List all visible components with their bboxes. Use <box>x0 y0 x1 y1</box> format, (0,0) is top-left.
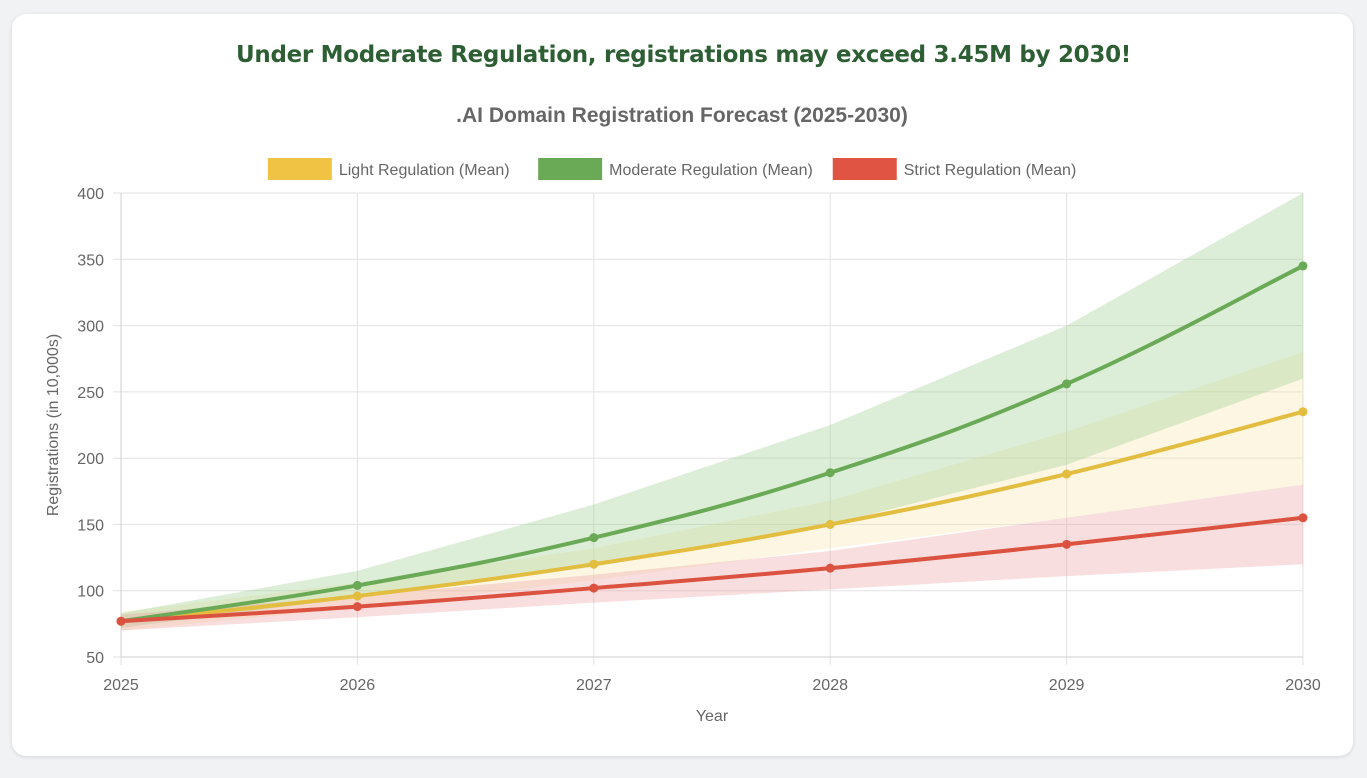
headline: Under Moderate Regulation, registrations… <box>236 42 1131 68</box>
data-point <box>1062 539 1072 549</box>
series-lines <box>119 263 1305 624</box>
x-tick-label: 2027 <box>576 677 612 694</box>
legend-swatch <box>832 158 897 180</box>
data-point <box>825 563 835 573</box>
legend: Light Regulation (Mean) Moderate Regulati… <box>267 158 1077 180</box>
data-point <box>589 559 599 569</box>
data-point <box>1298 407 1308 417</box>
data-point <box>825 519 835 529</box>
data-point <box>1062 379 1072 389</box>
y-tick-label: 200 <box>77 451 104 468</box>
data-point <box>825 468 835 478</box>
x-tick-label: 2030 <box>1285 677 1321 694</box>
confidence-bands <box>121 193 1303 631</box>
x-tick-label: 2028 <box>812 677 848 694</box>
y-axis-ticks: 50 100 150 200 250 300 350 400 <box>77 186 104 667</box>
y-axis-label: Registrations (in 10,000s) <box>45 334 62 516</box>
y-tick-label: 50 <box>86 650 104 667</box>
x-axis-label: Year <box>696 708 729 725</box>
chart-card <box>12 14 1353 756</box>
legend-label: Light Regulation (Mean) <box>339 162 510 179</box>
confidence-band <box>121 484 1303 631</box>
data-point <box>589 533 599 543</box>
y-tick-label: 350 <box>77 252 104 269</box>
y-tick-label: 400 <box>77 186 104 203</box>
y-tick-label: 150 <box>77 517 104 534</box>
data-point <box>589 583 599 593</box>
legend-swatch <box>267 158 332 180</box>
data-point <box>1062 469 1072 479</box>
confidence-band <box>121 193 1303 628</box>
legend-label: Strict Regulation (Mean) <box>904 162 1077 179</box>
x-tick-label: 2025 <box>103 677 139 694</box>
series-line <box>119 409 1305 624</box>
x-tick-label: 2029 <box>1049 677 1085 694</box>
data-point <box>352 591 362 601</box>
series-line <box>119 515 1305 624</box>
x-axis-ticks: 2025 2026 2027 2028 2029 2030 <box>103 677 1321 694</box>
data-point <box>352 602 362 612</box>
data-point <box>352 580 362 590</box>
x-tick-label: 2026 <box>340 677 376 694</box>
y-tick-label: 100 <box>77 584 104 601</box>
y-tick-label: 300 <box>77 319 104 336</box>
grid-lines <box>113 192 1304 665</box>
legend-label: Moderate Regulation (Mean) <box>609 162 813 179</box>
legend-swatch <box>538 158 603 180</box>
data-point <box>116 616 126 626</box>
chart-title: .AI Domain Registration Forecast (2025-2… <box>456 104 908 127</box>
series-points <box>116 261 1308 626</box>
y-tick-label: 250 <box>77 385 104 402</box>
data-point <box>1298 513 1308 523</box>
data-point <box>1298 261 1308 271</box>
series-line <box>119 263 1305 624</box>
